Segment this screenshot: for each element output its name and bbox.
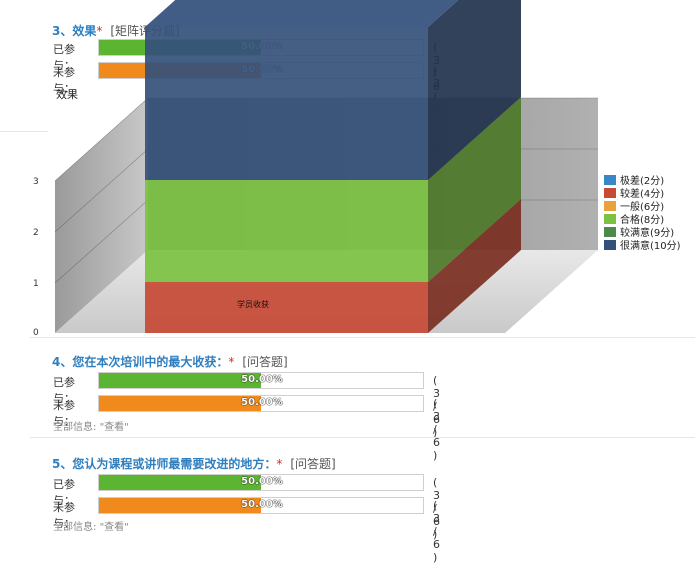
participated-percent: 50.00%: [241, 476, 283, 487]
participated-label: 已参与：: [53, 43, 75, 72]
legend-item[interactable]: 较差(4分): [604, 188, 681, 200]
not-participated-count: ( 3 / 6 ): [433, 499, 441, 564]
participated-progress-bar: 50.00%: [98, 474, 424, 491]
chart-floor: [55, 250, 598, 333]
gridline: [54, 97, 598, 182]
chart-back-wall: [148, 98, 598, 250]
not-participated-progress-fill: [99, 396, 261, 411]
legend-item[interactable]: 较满意(9分): [604, 227, 681, 239]
bar-segment-side: [428, 0, 521, 180]
legend-swatch: [604, 175, 616, 185]
legend-swatch: [604, 227, 616, 237]
question-type: [问答题]: [290, 457, 336, 471]
category-label: 学员收获: [237, 299, 269, 309]
bar-top-face: [145, 0, 459, 27]
required-star: *: [228, 355, 235, 369]
bar-segment-front: [145, 180, 428, 282]
legend-label: 较满意(9分): [620, 228, 675, 239]
y-tick: 3: [33, 177, 39, 187]
legend-item[interactable]: 合格(8分): [604, 214, 681, 226]
legend-item[interactable]: 一般(6分): [604, 201, 681, 213]
not-participated-percent: 50.00%: [241, 499, 283, 510]
required-star: *: [96, 24, 103, 38]
bar-segment-front: [145, 282, 428, 333]
participated-progress-fill: [99, 475, 261, 490]
legend-label: 很满意(10分): [620, 241, 681, 252]
participated-label: 已参与：: [53, 478, 75, 507]
participated-percent: 50.00%: [241, 374, 283, 385]
question-type: [问答题]: [242, 355, 288, 369]
view-all-link[interactable]: "查看": [99, 522, 129, 533]
legend-label: 较差(4分): [620, 189, 665, 200]
all-info: 全部信息: "查看": [53, 418, 129, 433]
question-type: [矩阵评分题]: [110, 24, 180, 38]
not-participated-label: 未参与：: [53, 399, 75, 428]
participated-progress-bar: 50.00%: [98, 372, 424, 389]
all-info-label: 全部信息:: [53, 422, 100, 433]
view-all-link[interactable]: "查看": [99, 422, 129, 433]
gridline: [54, 148, 598, 233]
question-3-title: 3、效果* [矩阵评分题]: [52, 22, 180, 39]
legend-label: 合格(8分): [620, 215, 665, 226]
legend-item[interactable]: 很满意(10分): [604, 240, 681, 252]
all-info-label: 全部信息:: [53, 522, 100, 533]
y-tick: 2: [33, 228, 39, 238]
not-participated-count: ( 3 / 6 ): [433, 397, 441, 462]
legend-swatch: [604, 240, 616, 250]
divider: [0, 131, 48, 132]
y-tick: 0: [33, 328, 39, 338]
question-title-text: 4、您在本次培训中的最大收获：: [52, 355, 229, 369]
divider: [30, 437, 695, 438]
all-info: 全部信息: "查看": [53, 518, 129, 533]
y-tick: 1: [33, 279, 39, 289]
chart-side-wall: [55, 98, 148, 333]
question-5-title: 5、您认为课程或讲师最需要改进的地方：* [问答题]: [52, 455, 336, 472]
question-4-title: 4、您在本次培训中的最大收获：* [问答题]: [52, 353, 288, 370]
chart-gridlines: [54, 97, 598, 284]
not-participated-progress-bar: 50.00%: [98, 497, 424, 514]
question-title-text: 5、您认为课程或讲师最需要改进的地方：: [52, 457, 277, 471]
bar-segment-side: [428, 199, 521, 333]
participated-label: 已参与：: [53, 376, 75, 405]
participated-count: ( 3 / 6 ): [433, 374, 441, 439]
not-participated-progress-fill: [99, 498, 261, 513]
legend-label: 极差(2分): [620, 176, 665, 187]
not-participated-label: 未参与：: [53, 66, 75, 95]
bar-segment-side: [428, 97, 521, 282]
not-participated-percent: 50.00%: [241, 397, 283, 408]
legend-swatch: [604, 188, 616, 198]
participated-percent: 50.00%: [241, 41, 283, 52]
participated-progress-fill: [99, 373, 261, 388]
legend-item[interactable]: 极差(2分): [604, 175, 681, 187]
chart-title: 效果: [56, 88, 78, 101]
legend-swatch: [604, 201, 616, 211]
not-participated-progress-bar: 50.00%: [98, 395, 424, 412]
not-participated-count: ( 3 / 6 ): [433, 64, 441, 129]
gridline: [54, 199, 598, 284]
not-participated-percent: 50.00%: [241, 64, 283, 75]
required-star: *: [276, 457, 283, 471]
divider: [30, 337, 695, 338]
question-title-text: 3、效果: [52, 24, 97, 38]
participated-progress-bar: 50.00%: [98, 39, 424, 56]
chart-legend: 极差(2分) 较差(4分) 一般(6分) 合格(8分) 较满意(9分) 很满意(…: [604, 175, 681, 253]
legend-swatch: [604, 214, 616, 224]
not-participated-progress-bar: 50.00%: [98, 62, 424, 79]
legend-label: 一般(6分): [620, 202, 665, 213]
